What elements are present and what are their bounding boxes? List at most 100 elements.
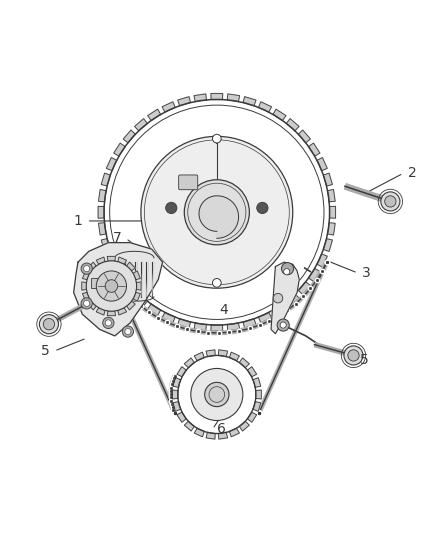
Polygon shape	[211, 325, 223, 331]
Circle shape	[96, 271, 127, 301]
Polygon shape	[148, 304, 161, 316]
Polygon shape	[227, 323, 240, 330]
Polygon shape	[178, 319, 191, 328]
Polygon shape	[258, 312, 272, 322]
Circle shape	[81, 263, 92, 274]
Polygon shape	[148, 109, 161, 120]
Polygon shape	[298, 130, 311, 143]
Polygon shape	[118, 257, 127, 264]
Polygon shape	[184, 421, 194, 431]
Polygon shape	[98, 206, 104, 218]
Polygon shape	[106, 254, 117, 267]
Polygon shape	[211, 94, 223, 100]
Polygon shape	[82, 271, 90, 280]
Polygon shape	[123, 282, 135, 295]
Polygon shape	[82, 282, 86, 290]
Circle shape	[273, 293, 283, 303]
Polygon shape	[82, 293, 90, 301]
Polygon shape	[99, 223, 106, 235]
Circle shape	[122, 326, 134, 337]
Polygon shape	[329, 206, 336, 218]
Polygon shape	[107, 256, 116, 261]
Polygon shape	[230, 428, 239, 437]
Polygon shape	[206, 350, 215, 357]
FancyBboxPatch shape	[179, 175, 198, 190]
Polygon shape	[106, 158, 117, 171]
Polygon shape	[286, 119, 299, 131]
Text: 3: 3	[362, 266, 371, 280]
Polygon shape	[230, 352, 239, 361]
Polygon shape	[317, 254, 327, 267]
Polygon shape	[227, 94, 240, 102]
Polygon shape	[194, 323, 206, 330]
Polygon shape	[328, 223, 335, 235]
Polygon shape	[127, 301, 135, 310]
Polygon shape	[101, 239, 110, 252]
Polygon shape	[199, 196, 239, 238]
Polygon shape	[247, 412, 257, 422]
Polygon shape	[308, 269, 320, 281]
Polygon shape	[99, 190, 106, 202]
Circle shape	[212, 134, 221, 143]
FancyBboxPatch shape	[91, 278, 102, 288]
Text: 1: 1	[74, 214, 82, 228]
Polygon shape	[243, 96, 256, 106]
Circle shape	[141, 136, 293, 288]
Polygon shape	[88, 301, 96, 310]
Circle shape	[205, 382, 229, 407]
Circle shape	[103, 317, 114, 328]
Polygon shape	[162, 102, 175, 112]
Polygon shape	[323, 239, 332, 252]
Circle shape	[191, 368, 243, 421]
Text: 7: 7	[113, 231, 121, 245]
Circle shape	[381, 192, 400, 211]
Circle shape	[184, 180, 249, 245]
Circle shape	[43, 319, 55, 330]
Circle shape	[86, 261, 137, 311]
Polygon shape	[178, 96, 191, 106]
Polygon shape	[123, 130, 135, 143]
Polygon shape	[194, 428, 204, 437]
Polygon shape	[298, 282, 311, 295]
Polygon shape	[114, 269, 125, 281]
Circle shape	[344, 346, 363, 365]
Circle shape	[280, 322, 286, 328]
Polygon shape	[177, 412, 186, 422]
Polygon shape	[239, 358, 249, 368]
Polygon shape	[101, 173, 110, 186]
Circle shape	[166, 203, 177, 214]
Polygon shape	[256, 390, 261, 399]
Polygon shape	[118, 308, 127, 315]
Circle shape	[348, 350, 359, 361]
Polygon shape	[328, 190, 335, 202]
Circle shape	[39, 314, 59, 334]
Polygon shape	[127, 262, 135, 271]
Polygon shape	[107, 311, 116, 316]
Polygon shape	[133, 271, 140, 280]
Polygon shape	[258, 102, 272, 112]
Polygon shape	[253, 378, 261, 387]
Polygon shape	[273, 109, 286, 120]
Polygon shape	[239, 421, 249, 431]
Polygon shape	[271, 262, 299, 334]
Circle shape	[277, 319, 289, 331]
Polygon shape	[96, 257, 105, 264]
Polygon shape	[219, 350, 228, 357]
Polygon shape	[286, 294, 299, 306]
Polygon shape	[323, 173, 332, 186]
Polygon shape	[253, 402, 261, 411]
Polygon shape	[308, 143, 320, 156]
Polygon shape	[136, 282, 141, 290]
Polygon shape	[177, 367, 186, 377]
Polygon shape	[206, 432, 215, 439]
Polygon shape	[134, 119, 147, 131]
Polygon shape	[184, 358, 194, 368]
Circle shape	[84, 265, 90, 272]
Polygon shape	[273, 304, 286, 316]
Polygon shape	[317, 158, 327, 171]
Polygon shape	[243, 319, 256, 328]
Polygon shape	[173, 378, 180, 387]
Polygon shape	[133, 293, 140, 301]
Text: 4: 4	[219, 303, 228, 317]
Polygon shape	[173, 402, 180, 411]
